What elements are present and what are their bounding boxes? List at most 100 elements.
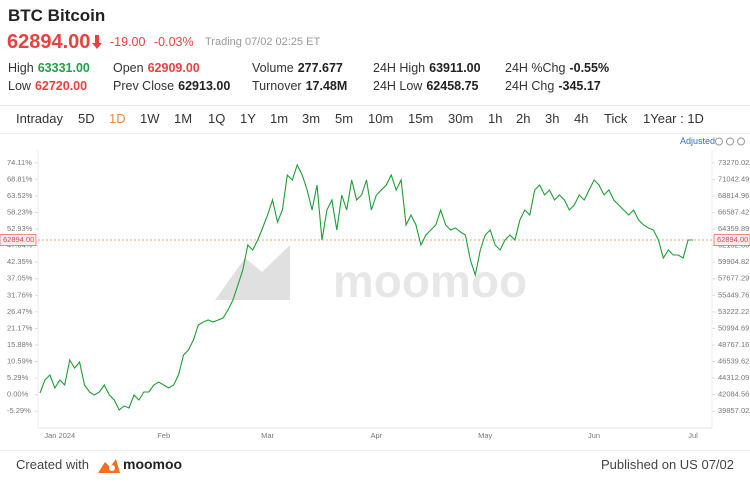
y2-tick-label: 5.29% — [7, 373, 29, 382]
tab[interactable]: 1Y — [240, 111, 256, 126]
stat-value: 62720.00 — [34, 79, 88, 93]
watermark-logo — [215, 245, 290, 300]
tab[interactable]: 5m — [335, 111, 354, 126]
chart: moomoo 73270.02 71042.49 68814.96 66587.42 6… — [0, 150, 750, 440]
y2-tick-label: 63.52% — [7, 191, 33, 200]
adjusted[interactable]: Adjusted — [680, 136, 716, 146]
y-tick-label: 66587.42 — [718, 208, 749, 217]
x-tick-label: Apr — [371, 431, 383, 440]
tab[interactable]: 1Q — [208, 111, 226, 126]
y2-tick-label: 74.11% — [7, 158, 32, 167]
stat-value: 63331.00 — [37, 61, 90, 75]
y-tick-label: 42084.56 — [718, 390, 749, 399]
stat-label: Prev Close — [113, 79, 175, 93]
y-tick-label: 55449.76 — [718, 290, 749, 299]
stat-label: Turnover — [252, 79, 302, 93]
stat-value: 62909.00 — [147, 61, 200, 75]
y-tick-label: 48767.16 — [718, 340, 749, 349]
y2-tick-label: 58.23% — [7, 207, 33, 216]
change: -19.00 — [110, 35, 146, 49]
stat-label: 24H Low — [373, 79, 423, 93]
y2-tick-label: 10.59% — [7, 357, 33, 366]
down-arrow — [92, 35, 102, 49]
tab[interactable]: 1m — [270, 111, 289, 126]
brand-logo — [98, 459, 120, 473]
x-tick-label: Jun — [588, 431, 600, 440]
tab[interactable]: 1Year : 1D — [643, 111, 704, 126]
y2-tick-label: 21.17% — [7, 323, 33, 332]
created-with: Created with — [16, 457, 89, 472]
y2-tick-label: 37.05% — [7, 274, 33, 283]
tab[interactable]: 15m — [408, 111, 434, 126]
price-box-label: 62894.00 — [717, 235, 748, 244]
y-tick-label: 39857.02 — [718, 406, 749, 415]
divider — [0, 105, 750, 106]
y-tick-label: 68814.96 — [718, 191, 749, 200]
y-tick-label: 64359.89 — [718, 224, 749, 233]
status: Trading 07/02 02:25 ET — [205, 36, 321, 48]
stat-label: High — [8, 61, 34, 75]
y2-tick-label: 26.47% — [7, 307, 33, 316]
stat-value: -0.55% — [569, 61, 610, 75]
stat-value: 63911.00 — [429, 61, 481, 75]
tab[interactable]: 10m — [368, 111, 394, 126]
tab[interactable]: 30m — [448, 111, 474, 126]
published: Published on US 07/02 — [601, 457, 734, 472]
tab[interactable]: 1M — [174, 111, 193, 126]
change-pct: -0.03% — [154, 35, 194, 49]
tab[interactable]: 3m — [302, 111, 321, 126]
stat-label: Low — [8, 79, 31, 93]
tab[interactable]: 3h — [545, 111, 560, 126]
x-tick-label: Mar — [261, 431, 274, 440]
y2-tick-label: 0.00% — [7, 390, 29, 399]
divider — [0, 450, 750, 451]
y-tick-label: 73270.02 — [718, 158, 749, 167]
x-tick-label: Feb — [157, 431, 170, 440]
x-tick-label: Jul — [688, 431, 698, 440]
tab[interactable]: Tick — [604, 111, 628, 126]
stat-value: 62913.00 — [178, 79, 231, 93]
tab[interactable]: 1h — [488, 111, 503, 126]
watermark: moomoo — [333, 255, 527, 307]
x-tick-label: May — [478, 431, 492, 440]
y-tick-label: 71042.49 — [718, 174, 749, 183]
y2-tick-label: -5.29% — [7, 406, 31, 415]
stat-value: 277.677 — [297, 61, 343, 75]
y-tick-label: 50994.69 — [718, 323, 749, 332]
price-box — [0, 234, 37, 246]
brand: moomoo — [123, 456, 183, 472]
stat-value: 62458.75 — [426, 79, 479, 93]
price-series — [39, 163, 693, 411]
tab[interactable]: 1D — [109, 111, 126, 126]
tab[interactable]: 5D — [78, 111, 95, 126]
y-tick-label: 53222.22 — [718, 307, 749, 316]
y2-tick-label: 52.93% — [7, 224, 33, 233]
chart-tools[interactable] — [714, 136, 748, 147]
tab[interactable]: 1W — [140, 111, 160, 126]
title: BTC Bitcoin — [8, 6, 106, 25]
price: 62894.00 — [7, 31, 91, 53]
price-box — [713, 234, 750, 246]
y-tick-label: 46539.62 — [718, 357, 749, 366]
stat-label: Volume — [252, 61, 294, 75]
x-tick-label: Jan 2024 — [44, 431, 75, 440]
stat-label: 24H Chg — [505, 79, 555, 93]
y2-tick-label: 68.81% — [7, 174, 33, 183]
y2-tick-label: 31.76% — [7, 290, 33, 299]
tab[interactable]: 4h — [574, 111, 589, 126]
y-tick-label: 59904.82 — [718, 257, 749, 266]
y2-tick-label: 42.35% — [7, 257, 33, 266]
stat-value: 17.48M — [305, 79, 348, 93]
y-tick-label: 44312.09 — [718, 373, 749, 382]
y2-tick-label: 15.88% — [7, 340, 33, 349]
stat-value: -345.17 — [558, 79, 601, 93]
tab[interactable]: Intraday — [16, 111, 63, 126]
y-tick-label: 57677.29 — [718, 274, 749, 283]
price-box-label: 62894.00 — [3, 235, 34, 244]
stat-label: 24H %Chg — [505, 61, 566, 75]
tab[interactable]: 2h — [516, 111, 531, 126]
stat-label: Open — [113, 61, 144, 75]
divider — [0, 133, 750, 134]
stat-label: 24H High — [373, 61, 426, 75]
